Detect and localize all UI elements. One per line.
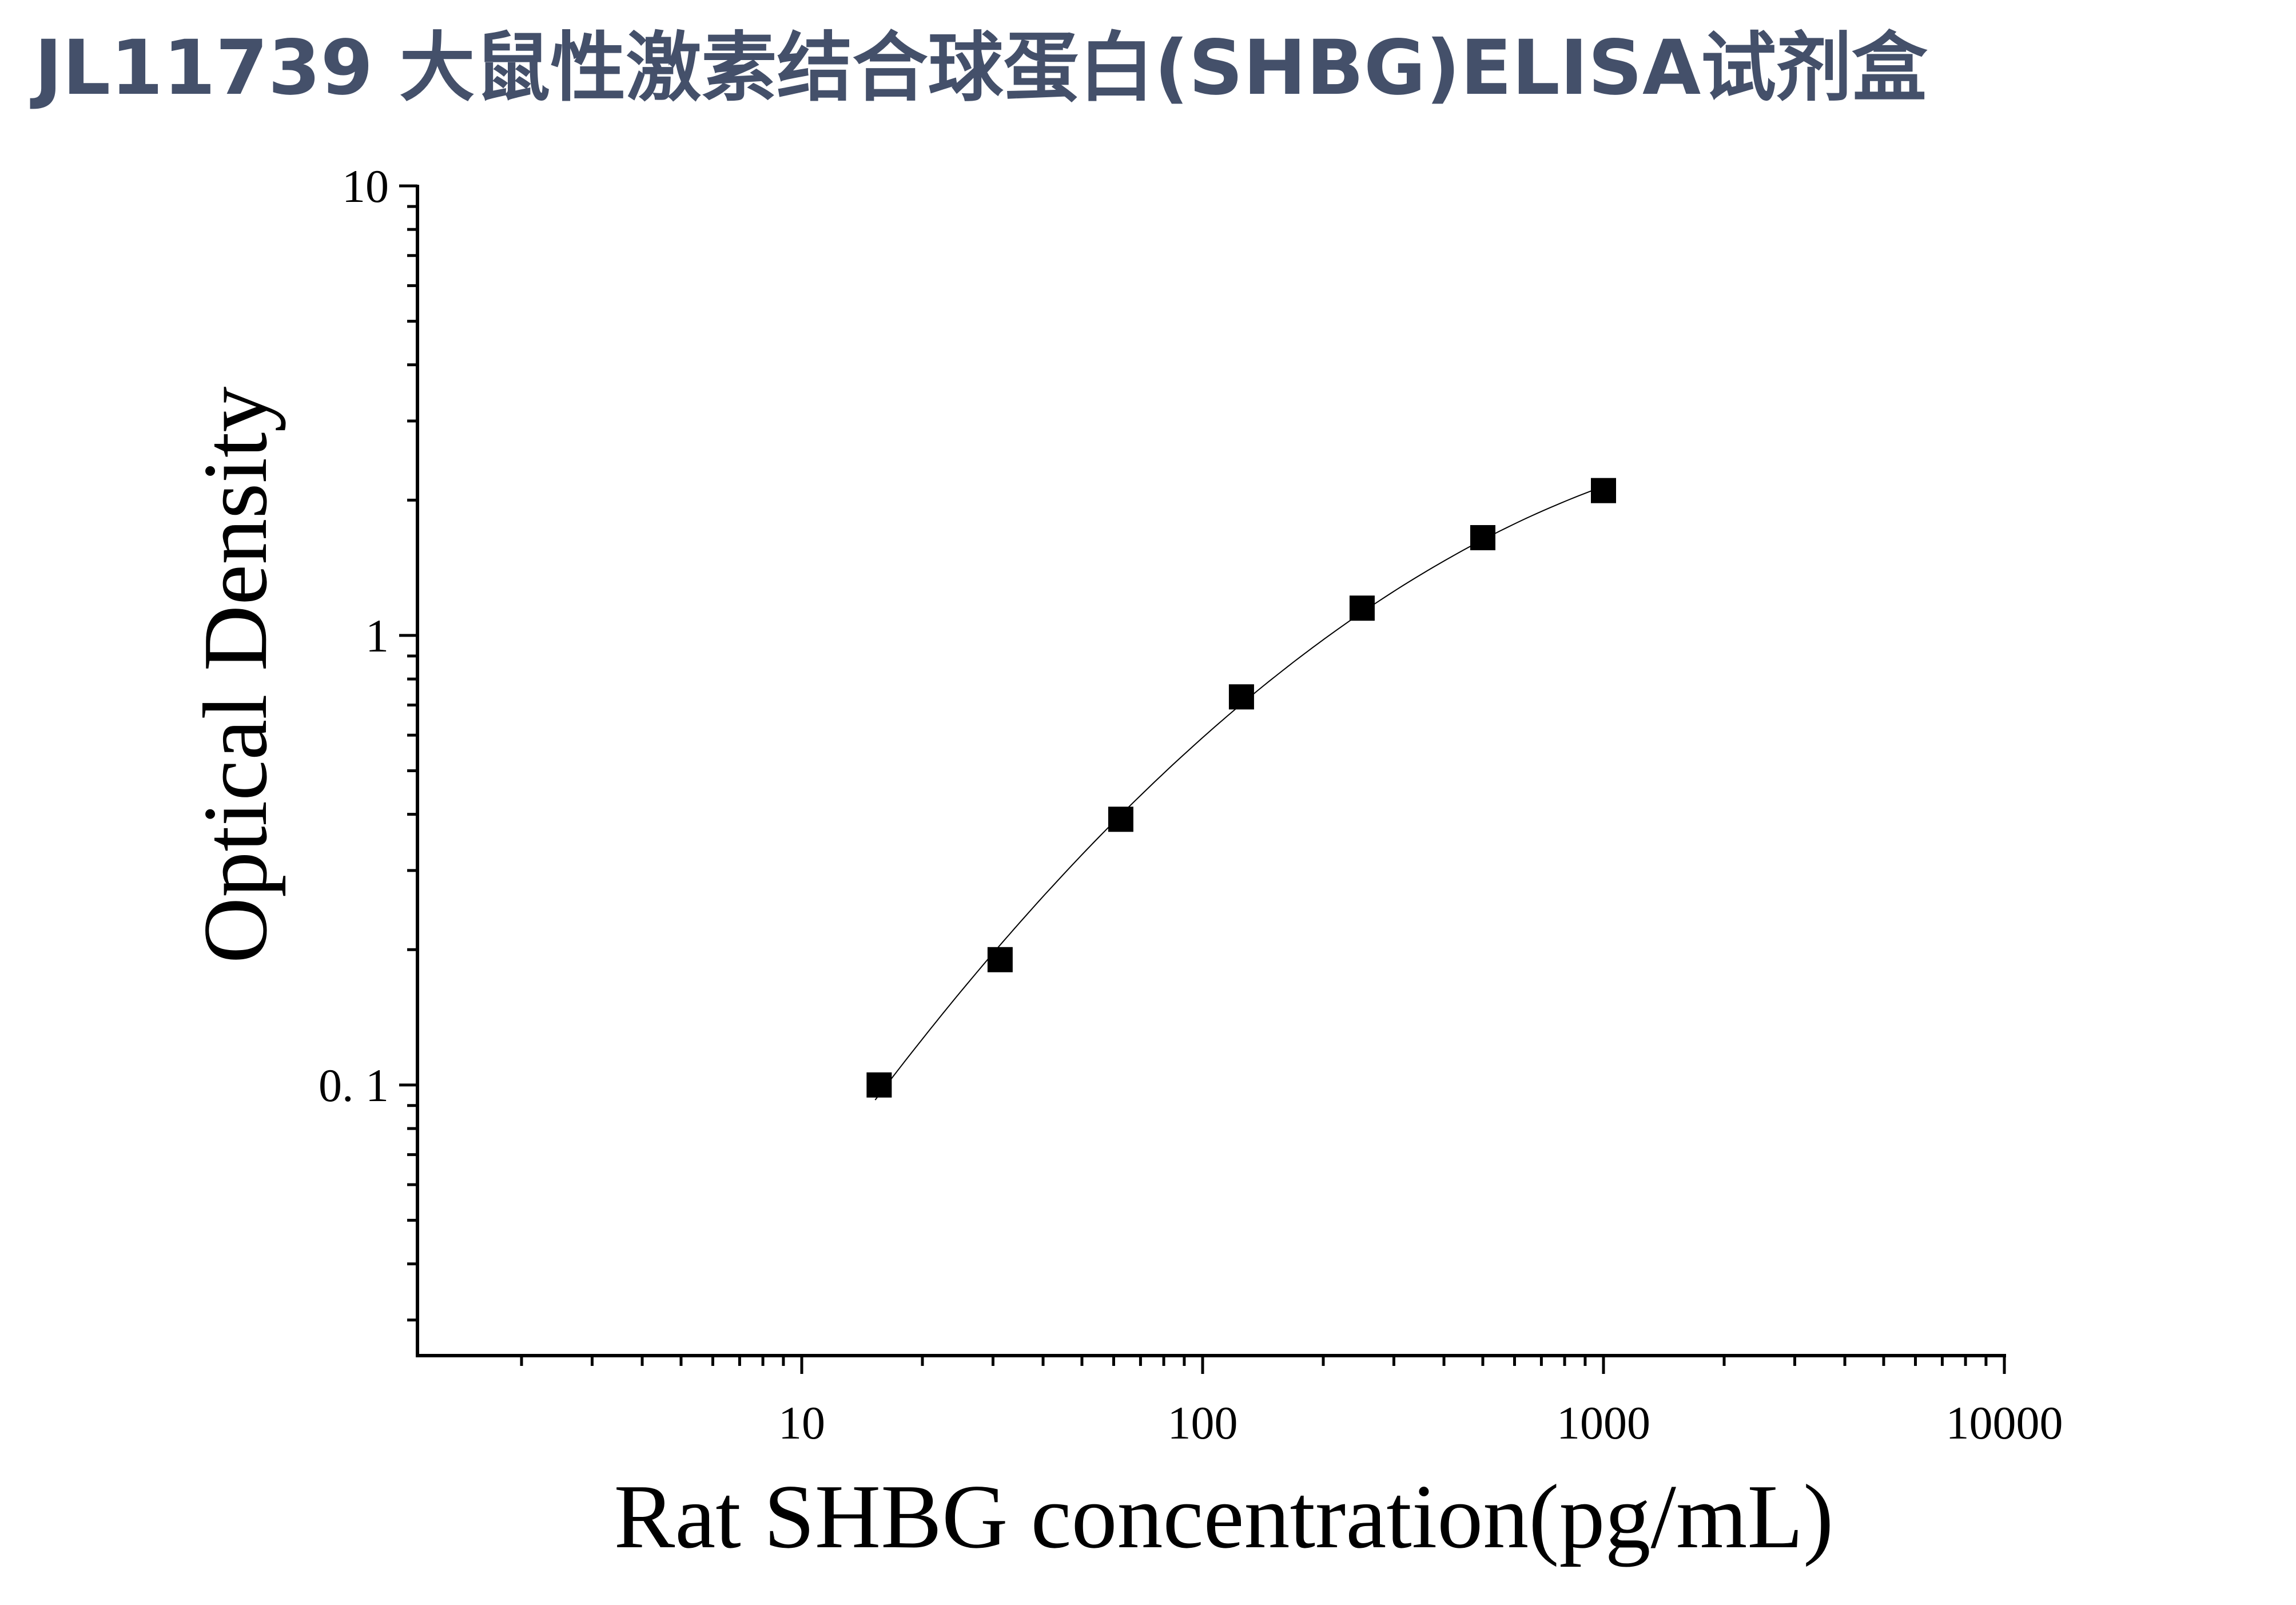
- data-point: [1590, 478, 1616, 503]
- data-point: [1470, 525, 1495, 550]
- x-tick-label: 10: [778, 1397, 825, 1449]
- data-point: [987, 947, 1013, 972]
- data-point: [1108, 807, 1133, 832]
- y-tick-label: 0. 1: [319, 1059, 389, 1111]
- axes: 10 100 1000 10000 0. 1 1 10: [319, 160, 2063, 1449]
- y-tick-label: 1: [365, 610, 389, 662]
- data-point: [866, 1072, 892, 1098]
- x-tick-label: 100: [1167, 1397, 1237, 1449]
- page-title: JL11739 大鼠性激素结合球蛋白(SHBG)ELISA试剂盒: [34, 24, 1928, 112]
- data-point: [1349, 595, 1375, 621]
- y-tick-label: 10: [342, 160, 389, 212]
- fit-curve: [874, 486, 1604, 1101]
- data-points: [866, 478, 1616, 1098]
- x-axis-label: Rat SHBG concentration(pg/mL): [614, 1465, 1834, 1567]
- y-axis-label: Optical Density: [184, 387, 286, 964]
- data-point: [1228, 684, 1254, 710]
- x-tick-label: 1000: [1557, 1397, 1650, 1449]
- x-tick-label: 10000: [1946, 1397, 2063, 1449]
